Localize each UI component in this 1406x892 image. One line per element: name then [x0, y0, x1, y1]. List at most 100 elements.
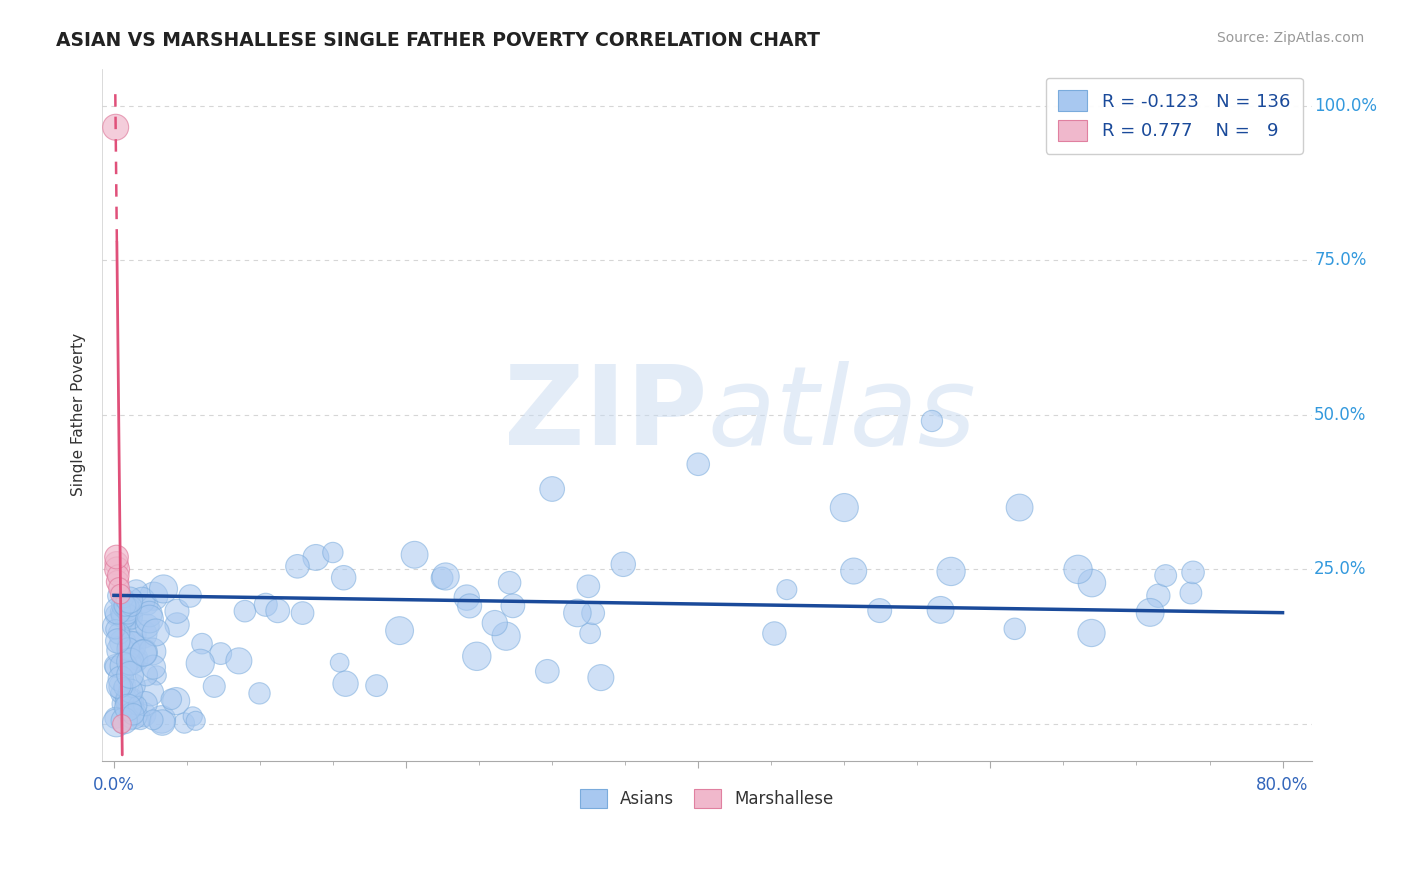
Point [104, 619, 127, 633]
Text: ASIAN VS MARSHALLESE SINGLE FATHER POVERTY CORRELATION CHART: ASIAN VS MARSHALLESE SINGLE FATHER POVER… [56, 31, 820, 50]
Point [1080, 626, 1102, 640]
Point [1139, 606, 1161, 620]
Point [465, 649, 488, 664]
Point [117, 700, 139, 714]
Point [110, 643, 132, 657]
Point [122, 679, 145, 693]
Point [249, 686, 271, 700]
Point [152, 582, 174, 596]
Point [118, 694, 141, 708]
Point [111, 680, 134, 694]
Point [332, 571, 354, 585]
Point [118, 593, 141, 607]
Point [120, 599, 142, 614]
Point [582, 606, 605, 620]
Point [107, 574, 129, 589]
Point [117, 695, 139, 709]
Point [127, 654, 149, 668]
Point [495, 629, 517, 643]
Point [115, 600, 138, 615]
Point [166, 604, 188, 618]
Point [921, 414, 943, 428]
Point [136, 619, 159, 633]
Point [115, 694, 138, 708]
Point [121, 608, 143, 623]
Point [1147, 589, 1170, 603]
Point [160, 692, 183, 706]
Point [842, 564, 865, 578]
Point [120, 684, 142, 698]
Point [111, 697, 134, 711]
Point [173, 716, 195, 731]
Point [1154, 568, 1177, 582]
Point [484, 616, 506, 631]
Point [366, 679, 388, 693]
Point [105, 562, 128, 576]
Point [291, 606, 314, 620]
Text: 50.0%: 50.0% [1315, 406, 1367, 424]
Text: 25.0%: 25.0% [1315, 560, 1367, 578]
Point [141, 644, 163, 658]
Point [112, 659, 135, 673]
Point [122, 708, 145, 723]
Point [929, 603, 952, 617]
Text: 75.0%: 75.0% [1315, 252, 1367, 269]
Point [112, 680, 135, 694]
Point [1182, 566, 1205, 580]
Point [166, 618, 188, 632]
Point [202, 679, 225, 693]
Point [142, 713, 165, 727]
Point [104, 711, 127, 725]
Point [184, 714, 207, 728]
Point [335, 676, 357, 690]
Point [145, 625, 167, 640]
Point [112, 591, 135, 605]
Point [120, 668, 142, 682]
Point [127, 698, 149, 713]
Point [107, 589, 129, 603]
Point [181, 709, 204, 723]
Text: Source: ZipAtlas.com: Source: ZipAtlas.com [1216, 31, 1364, 45]
Point [579, 626, 602, 640]
Point [120, 657, 142, 671]
Point [129, 712, 152, 726]
Point [688, 457, 710, 471]
Point [430, 571, 453, 585]
Point [869, 604, 891, 618]
Point [135, 667, 157, 681]
Point [121, 627, 143, 641]
Point [107, 634, 129, 648]
Point [124, 634, 146, 648]
Point [104, 622, 127, 636]
Point [776, 582, 799, 597]
Point [117, 607, 139, 621]
Point [104, 120, 127, 135]
Point [122, 699, 145, 714]
Point [125, 584, 148, 599]
Point [145, 668, 167, 682]
Point [110, 587, 132, 601]
Point [305, 550, 328, 565]
Point [139, 685, 162, 699]
Point [112, 608, 135, 623]
Text: atlas: atlas [707, 361, 976, 468]
Point [322, 545, 344, 559]
Point [105, 549, 128, 564]
Point [108, 686, 131, 700]
Point [233, 604, 256, 618]
Point [404, 548, 426, 562]
Point [108, 626, 131, 640]
Point [120, 698, 142, 713]
Legend: Asians, Marshallese: Asians, Marshallese [574, 782, 841, 815]
Point [111, 635, 134, 649]
Point [118, 614, 141, 628]
Point [121, 639, 143, 653]
Point [456, 591, 478, 605]
Point [434, 569, 457, 583]
Point [388, 624, 411, 638]
Point [117, 642, 139, 657]
Point [122, 652, 145, 666]
Point [1180, 586, 1202, 600]
Point [118, 711, 141, 725]
Point [115, 690, 138, 705]
